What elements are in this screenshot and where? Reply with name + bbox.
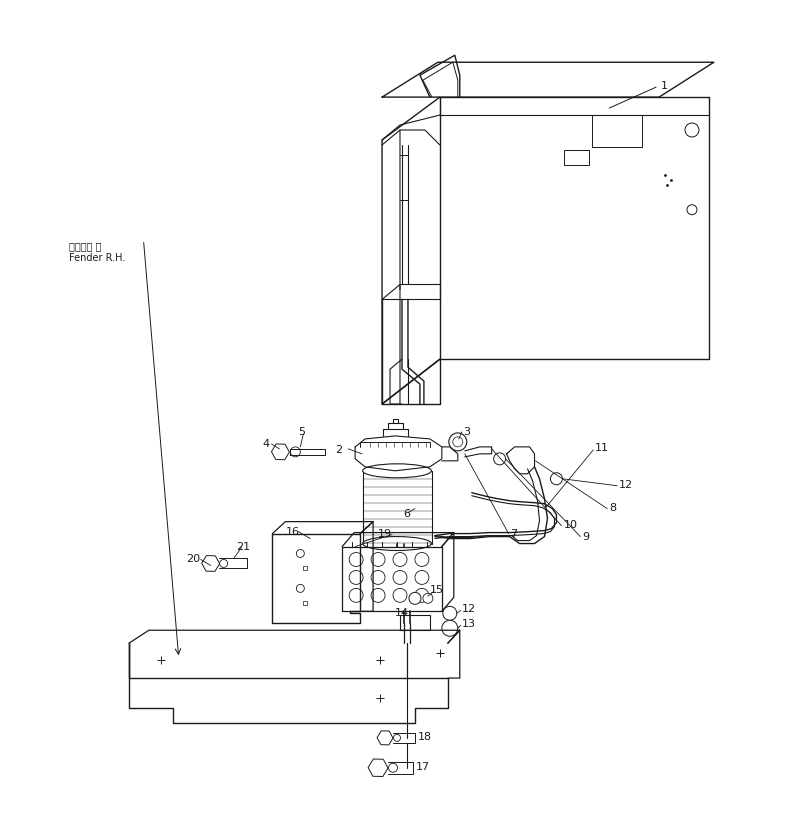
Text: 1: 1 [661, 81, 668, 91]
Text: 6: 6 [403, 508, 410, 518]
Circle shape [415, 552, 429, 566]
Text: 10: 10 [564, 519, 577, 529]
Circle shape [415, 589, 429, 603]
Circle shape [297, 585, 304, 593]
Circle shape [550, 473, 562, 485]
Circle shape [685, 124, 699, 138]
Circle shape [371, 571, 385, 585]
Text: フェンダ 右: フェンダ 右 [68, 241, 101, 251]
Circle shape [423, 594, 432, 604]
Text: 13: 13 [462, 619, 475, 629]
Bar [564, 151, 589, 165]
Circle shape [349, 589, 363, 603]
Text: 12: 12 [619, 479, 634, 489]
Circle shape [449, 433, 467, 452]
Text: 4: 4 [262, 438, 270, 448]
Circle shape [393, 552, 407, 566]
Bar [363, 471, 432, 544]
Circle shape [453, 437, 463, 447]
Circle shape [443, 606, 457, 620]
Circle shape [371, 589, 385, 603]
Text: 21: 21 [237, 541, 250, 551]
Circle shape [394, 734, 401, 742]
Text: 12: 12 [462, 604, 476, 614]
Circle shape [297, 550, 304, 558]
Text: 16: 16 [285, 526, 300, 536]
Circle shape [349, 552, 363, 566]
Circle shape [409, 593, 421, 605]
Circle shape [371, 552, 385, 566]
Text: 11: 11 [595, 442, 609, 452]
Text: 5: 5 [298, 427, 305, 437]
Circle shape [393, 571, 407, 585]
Bar [592, 116, 642, 148]
Bar [400, 615, 430, 630]
Circle shape [290, 447, 301, 457]
Circle shape [349, 571, 363, 585]
Ellipse shape [363, 537, 432, 551]
Ellipse shape [363, 464, 432, 478]
Text: 19: 19 [378, 528, 392, 538]
Circle shape [219, 560, 227, 568]
Text: 18: 18 [418, 731, 432, 741]
Circle shape [494, 453, 506, 466]
Text: 15: 15 [430, 585, 444, 595]
Text: Fender R.H.: Fender R.H. [68, 252, 125, 262]
Text: 14: 14 [395, 608, 409, 618]
Text: 7: 7 [510, 528, 517, 538]
Text: 8: 8 [609, 502, 616, 512]
Text: 3: 3 [463, 427, 470, 437]
Text: 9: 9 [583, 531, 589, 541]
Circle shape [393, 589, 407, 603]
Circle shape [389, 763, 398, 772]
Text: 2: 2 [335, 444, 343, 454]
Text: 17: 17 [416, 761, 430, 771]
Circle shape [687, 205, 697, 216]
Text: 20: 20 [186, 554, 200, 564]
Circle shape [442, 620, 458, 637]
Circle shape [415, 571, 429, 585]
